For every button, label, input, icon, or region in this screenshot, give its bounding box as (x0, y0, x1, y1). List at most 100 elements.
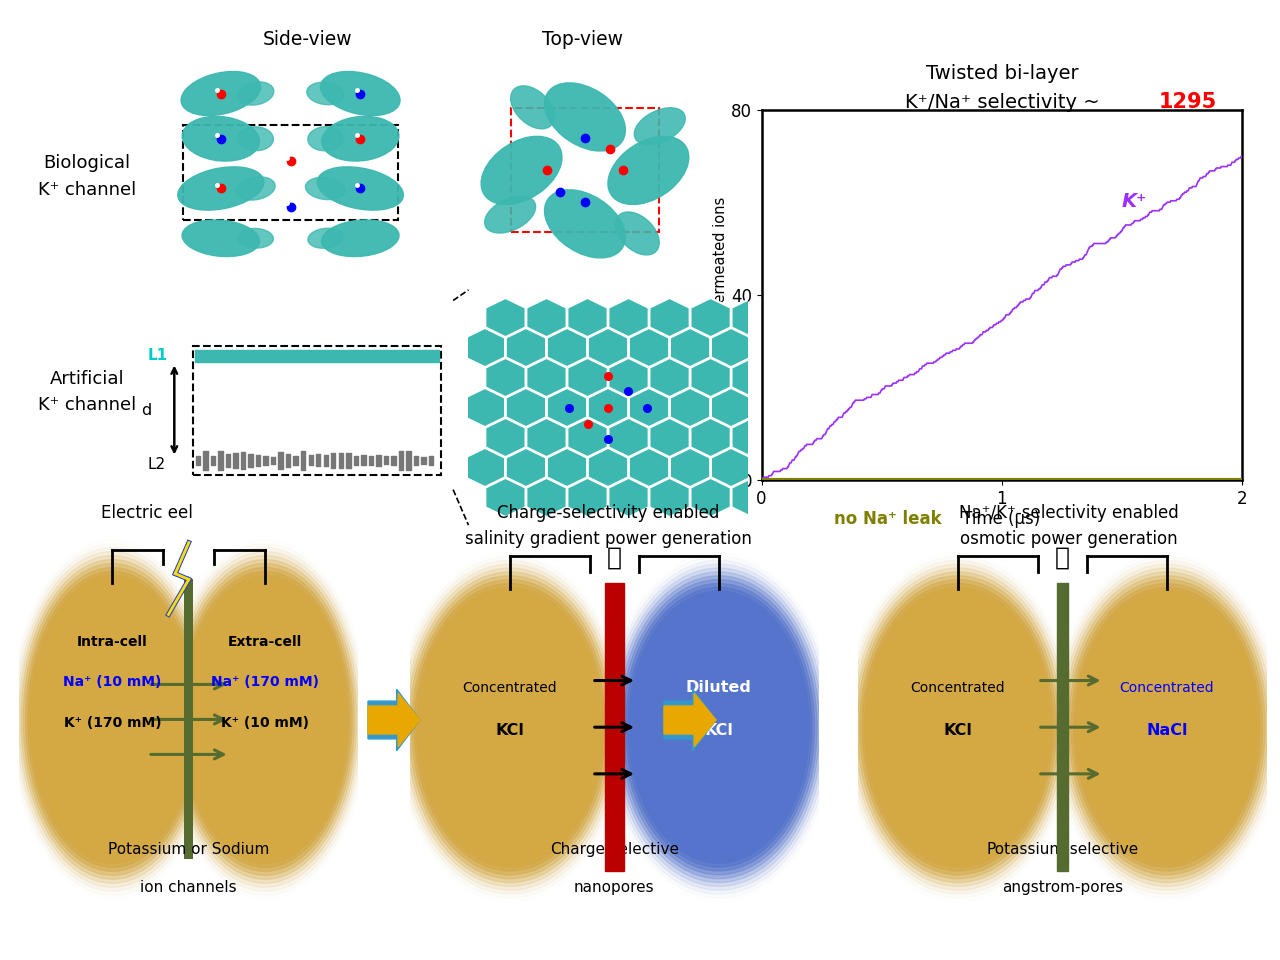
Text: K⁺: K⁺ (1121, 192, 1147, 211)
FancyArrow shape (664, 689, 716, 751)
Ellipse shape (238, 127, 274, 151)
Text: angstrom-pores: angstrom-pores (1002, 880, 1123, 896)
Ellipse shape (870, 595, 1046, 859)
Ellipse shape (172, 556, 360, 883)
Ellipse shape (511, 85, 554, 129)
Text: KCl: KCl (704, 723, 733, 738)
Ellipse shape (182, 220, 260, 256)
Ellipse shape (169, 552, 361, 887)
Ellipse shape (858, 576, 1059, 878)
Ellipse shape (404, 568, 616, 886)
Text: K⁺ channel: K⁺ channel (38, 396, 136, 414)
Ellipse shape (238, 82, 274, 105)
Ellipse shape (631, 595, 806, 859)
Ellipse shape (1069, 580, 1265, 875)
Ellipse shape (317, 167, 403, 210)
X-axis label: Time (μs): Time (μs) (963, 511, 1041, 529)
Text: Na⁺ (170 mM): Na⁺ (170 mM) (211, 676, 319, 689)
Ellipse shape (852, 568, 1064, 886)
Ellipse shape (321, 220, 399, 256)
FancyArrow shape (369, 693, 420, 747)
Text: Electric eel: Electric eel (101, 504, 193, 522)
Text: d: d (141, 402, 151, 418)
Ellipse shape (178, 567, 352, 872)
Ellipse shape (308, 228, 343, 249)
Ellipse shape (863, 584, 1053, 871)
Ellipse shape (23, 564, 202, 876)
Ellipse shape (1056, 561, 1277, 894)
Ellipse shape (183, 575, 348, 863)
Ellipse shape (621, 580, 817, 875)
Ellipse shape (410, 576, 611, 878)
Text: L1: L1 (147, 348, 168, 363)
Ellipse shape (865, 588, 1051, 867)
Text: Concentrated: Concentrated (910, 682, 1005, 695)
Ellipse shape (1064, 572, 1270, 882)
Text: 💡: 💡 (1055, 546, 1070, 570)
Ellipse shape (180, 571, 349, 868)
Text: Charge-selectivity enabled: Charge-selectivity enabled (497, 504, 719, 522)
Ellipse shape (485, 196, 535, 233)
Ellipse shape (402, 564, 618, 890)
Ellipse shape (32, 580, 193, 859)
Ellipse shape (321, 116, 399, 161)
Ellipse shape (166, 547, 364, 891)
Ellipse shape (307, 83, 344, 105)
Text: 💡: 💡 (607, 546, 622, 570)
Ellipse shape (847, 561, 1069, 894)
Ellipse shape (175, 564, 355, 876)
Ellipse shape (174, 560, 357, 879)
Ellipse shape (17, 552, 209, 887)
Ellipse shape (1059, 564, 1275, 890)
Bar (547, 356, 669, 459)
Ellipse shape (238, 228, 274, 248)
Ellipse shape (307, 127, 343, 151)
Text: Charge-selective: Charge-selective (550, 842, 678, 856)
Ellipse shape (399, 561, 621, 894)
Ellipse shape (417, 588, 603, 867)
Text: Extra-cell: Extra-cell (228, 635, 302, 649)
Ellipse shape (1079, 595, 1254, 859)
Ellipse shape (544, 83, 626, 151)
Text: ion channels: ion channels (141, 880, 237, 896)
Text: KCl: KCl (943, 723, 973, 738)
Ellipse shape (20, 560, 204, 879)
Bar (512, 108, 658, 232)
Ellipse shape (1061, 568, 1272, 886)
Text: Na⁺ (10 mM): Na⁺ (10 mM) (63, 676, 161, 689)
Ellipse shape (187, 584, 343, 855)
Ellipse shape (1071, 584, 1262, 871)
Text: Top-view: Top-view (541, 30, 623, 49)
Ellipse shape (855, 572, 1061, 882)
Text: Twisted bi-layer: Twisted bi-layer (925, 63, 1079, 83)
Ellipse shape (182, 116, 260, 161)
Text: Concentrated: Concentrated (1120, 682, 1215, 695)
Ellipse shape (26, 567, 200, 872)
Ellipse shape (850, 564, 1066, 890)
Ellipse shape (412, 580, 608, 875)
Text: K⁺ (10 mM): K⁺ (10 mM) (221, 716, 310, 731)
Ellipse shape (407, 572, 613, 882)
Text: KCl: KCl (495, 723, 525, 738)
Text: Potassium or Sodium: Potassium or Sodium (108, 842, 270, 856)
Ellipse shape (635, 108, 685, 145)
Text: NaCl: NaCl (1146, 723, 1188, 738)
Text: no Na⁺ leak: no Na⁺ leak (833, 510, 941, 528)
Text: Biological: Biological (44, 154, 131, 172)
Ellipse shape (178, 167, 264, 210)
Ellipse shape (1066, 576, 1267, 878)
Text: nanopores: nanopores (575, 880, 654, 896)
Ellipse shape (626, 588, 812, 867)
Ellipse shape (420, 591, 600, 863)
Bar (183, 125, 398, 220)
Text: K⁺/Na⁺ selectivity ~: K⁺/Na⁺ selectivity ~ (905, 92, 1100, 111)
Text: Potassium-selective: Potassium-selective (987, 842, 1138, 856)
Text: Diluted: Diluted (686, 681, 751, 695)
Ellipse shape (1076, 591, 1257, 863)
Bar (1057, 584, 1068, 871)
Ellipse shape (616, 212, 659, 255)
Bar (193, 346, 440, 474)
Text: L2: L2 (147, 457, 166, 472)
Ellipse shape (544, 190, 626, 258)
Ellipse shape (616, 572, 822, 882)
